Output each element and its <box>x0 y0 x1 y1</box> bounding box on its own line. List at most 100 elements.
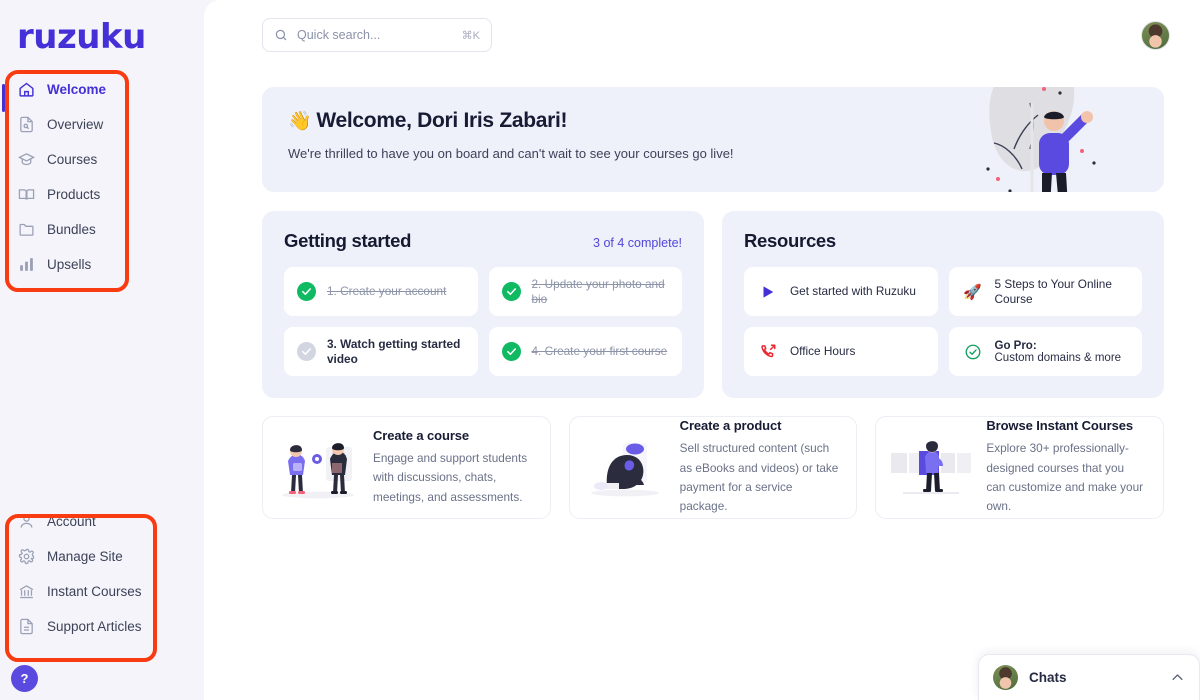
welcome-illustration <box>986 87 1096 192</box>
active-nav-indicator <box>2 84 5 112</box>
getting-started-panel: Getting started 3 of 4 complete! 1. Crea… <box>262 211 704 398</box>
resource-label: 5 Steps to Your Online Course <box>994 276 1112 306</box>
brand-logo[interactable]: ruzuku <box>17 17 146 57</box>
promo-cards-row: Create a course Engage and support stude… <box>262 416 1165 519</box>
chat-widget[interactable]: Chats <box>978 654 1200 700</box>
sidebar-item-upsells[interactable]: Upsells <box>0 247 204 282</box>
search-input[interactable]: Quick search... ⌘K <box>262 18 492 52</box>
book-icon <box>17 186 35 204</box>
graduation-cap-icon <box>17 151 35 169</box>
gear-icon <box>17 548 35 566</box>
sidebar-item-label: Manage Site <box>47 549 123 564</box>
phone-arrow-icon <box>757 343 779 361</box>
sidebar-item-label: Upsells <box>47 257 92 272</box>
search-icon <box>274 28 288 42</box>
wave-icon: 👋 <box>288 111 312 132</box>
resource-item-get-started[interactable]: Get started with Ruzuku <box>744 267 938 316</box>
promo-text: Create a product Sell structured content… <box>680 418 840 517</box>
sidebar-primary-nav: Welcome Overview Courses Products <box>0 72 204 282</box>
sidebar-item-label: Account <box>47 514 96 529</box>
bank-icon <box>17 583 35 601</box>
chevron-up-icon[interactable] <box>1170 670 1185 685</box>
sidebar-item-label: Instant Courses <box>47 584 142 599</box>
getting-started-header: Getting started 3 of 4 complete! <box>284 230 682 252</box>
avatar[interactable] <box>1141 20 1170 50</box>
promo-title: Create a course <box>373 427 470 443</box>
task-label: 2. Update your photo and bio <box>531 276 665 306</box>
sidebar-item-overview[interactable]: Overview <box>0 107 204 142</box>
promo-description: Explore 30+ professionally-designed cour… <box>986 441 1144 514</box>
chat-title: Chats <box>1029 670 1067 685</box>
sidebar-item-support-articles[interactable]: Support Articles <box>0 609 204 644</box>
task-label: 1. Create your account <box>327 284 447 299</box>
resource-label: Get started with Ruzuku <box>790 284 916 299</box>
resource-label-group: Go Pro: Custom domains & more <box>995 340 1122 364</box>
resource-label: Go Pro: <box>994 339 1037 352</box>
sidebar-item-welcome[interactable]: Welcome <box>0 72 204 107</box>
sidebar-item-bundles[interactable]: Bundles <box>0 212 204 247</box>
search-shortcut-hint: ⌘K <box>461 29 480 42</box>
sidebar-item-products[interactable]: Products <box>0 177 204 212</box>
document-icon <box>17 618 35 636</box>
user-icon <box>17 513 35 531</box>
promo-description: Sell structured content (such as eBooks … <box>679 441 839 514</box>
resources-title: Resources <box>744 230 836 251</box>
getting-started-title: Getting started <box>284 230 412 251</box>
person-boards-illustration <box>891 440 972 494</box>
chat-avatar <box>993 665 1018 690</box>
resource-item-go-pro[interactable]: Go Pro: Custom domains & more <box>948 327 1142 376</box>
sidebar-item-manage-site[interactable]: Manage Site <box>0 539 204 574</box>
check-icon <box>297 282 316 301</box>
sidebar-item-courses[interactable]: Courses <box>0 142 204 177</box>
sidebar: ruzuku Welcome Overview Courses <box>0 0 204 700</box>
resources-panel: Resources Get started with Ruzuku 🚀 5 St… <box>722 211 1164 398</box>
task-item[interactable]: 3. Watch getting started video <box>284 327 478 376</box>
resources-list: Get started with Ruzuku 🚀 5 Steps to You… <box>744 267 1142 376</box>
promo-text: Create a course Engage and support stude… <box>373 428 533 507</box>
promo-title: Browse Instant Courses <box>986 418 1133 434</box>
sidebar-item-label: Support Articles <box>47 619 142 634</box>
resource-sublabel: Custom domains & more <box>994 351 1122 364</box>
check-icon-incomplete <box>297 342 316 361</box>
sidebar-item-instant-courses[interactable]: Instant Courses <box>0 574 204 609</box>
sidebar-item-account[interactable]: Account <box>0 504 204 539</box>
bar-chart-icon <box>17 256 35 274</box>
promo-card-browse-instant-courses[interactable]: Browse Instant Courses Explore 30+ profe… <box>875 416 1165 519</box>
search-placeholder: Quick search... <box>297 28 381 42</box>
rocket-icon: 🚀 <box>963 283 982 301</box>
two-people-illustration <box>282 442 354 498</box>
check-icon <box>501 282 521 301</box>
resources-header: Resources <box>744 230 1142 252</box>
panels-row: Getting started 3 of 4 complete! 1. Crea… <box>262 211 1164 398</box>
promo-text: Browse Instant Courses Explore 30+ profe… <box>986 418 1146 517</box>
resource-item-office-hours[interactable]: Office Hours <box>744 327 938 376</box>
task-item[interactable]: 1. Create your account <box>284 267 478 316</box>
promo-card-create-product[interactable]: Create a product Sell structured content… <box>568 416 858 519</box>
main-content: Quick search... ⌘K 👋 Welcome, Dori Iris Z… <box>204 0 1200 700</box>
file-search-icon <box>17 116 35 134</box>
sidebar-item-label: Bundles <box>47 222 96 237</box>
getting-started-progress: 3 of 4 complete! <box>593 236 682 250</box>
sidebar-item-label: Products <box>47 187 101 202</box>
resource-item-5-steps[interactable]: 🚀 5 Steps to Your Online Course <box>948 267 1142 316</box>
help-button[interactable]: ? <box>11 665 38 692</box>
sidebar-secondary-nav: Account Manage Site Instant Courses Supp… <box>0 504 204 644</box>
topbar: Quick search... ⌘K <box>204 0 1200 70</box>
promo-description: Engage and support students with discuss… <box>373 450 528 504</box>
play-icon <box>757 283 779 301</box>
sidebar-item-label: Welcome <box>47 82 107 97</box>
task-item[interactable]: 2. Update your photo and bio <box>488 267 682 316</box>
home-icon <box>17 81 35 99</box>
task-label: 3. Watch getting started video <box>327 336 461 366</box>
welcome-subtitle: We're thrilled to have you on board and … <box>288 146 734 161</box>
promo-card-create-course[interactable]: Create a course Engage and support stude… <box>262 416 551 519</box>
check-circle-icon <box>962 343 984 361</box>
sidebar-item-label: Overview <box>47 117 104 132</box>
check-icon <box>501 342 521 361</box>
person-reading-illustration <box>590 442 659 496</box>
resource-label: Office Hours <box>790 344 856 359</box>
task-item[interactable]: 4. Create your first course <box>488 327 682 376</box>
folder-icon <box>17 221 35 239</box>
task-label: 4. Create your first course <box>531 344 668 359</box>
